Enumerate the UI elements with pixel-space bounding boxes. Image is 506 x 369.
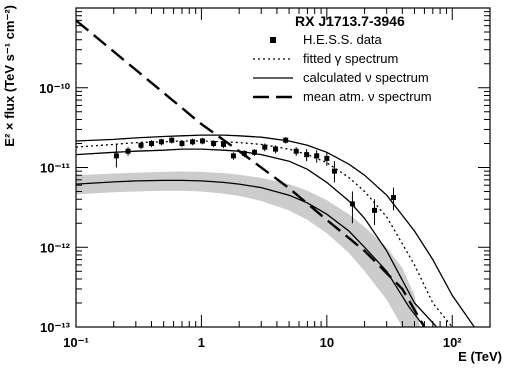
series-line <box>76 19 426 327</box>
data-point <box>190 139 196 145</box>
data-point <box>179 140 185 146</box>
x-tick-label: 10² <box>443 335 462 350</box>
legend-entry: fitted γ spectrum <box>253 51 398 66</box>
legend-label: H.E.S.S. data <box>303 32 383 47</box>
data-point <box>331 168 337 174</box>
x-tick-label: 10⁻¹ <box>63 335 89 350</box>
plot-frame <box>75 7 491 328</box>
axis-tick-labels: 10⁻¹ 1 10 10² 10⁻¹³ 10⁻¹² 10⁻¹¹ 10⁻¹⁰ <box>39 81 462 350</box>
data-point <box>283 137 289 143</box>
legend-label: fitted γ spectrum <box>303 51 398 66</box>
data-point <box>125 148 131 154</box>
data-point <box>324 155 330 161</box>
data-point <box>199 138 205 144</box>
data-point <box>241 150 247 156</box>
data-point <box>211 140 217 146</box>
x-tick-label: 10 <box>320 335 334 350</box>
data-point <box>349 201 355 207</box>
x-tick-label: 1 <box>198 335 205 350</box>
y-tick-label: 10⁻¹¹ <box>40 161 70 176</box>
x-axis-label: E (TeV) <box>458 349 502 364</box>
legend-entry: H.E.S.S. data <box>270 32 383 47</box>
uncertainty-band <box>76 171 420 327</box>
data-point <box>372 207 378 213</box>
data-point <box>251 149 257 155</box>
y-tick-label: 10⁻¹² <box>40 240 71 255</box>
series-line <box>76 179 425 327</box>
data-point <box>149 140 155 146</box>
data-point <box>169 137 175 143</box>
data-point <box>262 144 268 150</box>
data-point <box>314 153 320 159</box>
data-point <box>304 152 310 158</box>
data-point <box>230 153 236 159</box>
legend: H.E.S.S. data fitted γ spectrum calculated… <box>253 32 432 104</box>
uncertainty-band-layer <box>76 171 420 327</box>
legend-entry: calculated ν spectrum <box>253 70 429 85</box>
data-point <box>158 139 164 145</box>
data-point <box>390 195 396 201</box>
series-line <box>76 134 475 327</box>
data-point-layer <box>113 137 396 226</box>
data-point <box>220 141 226 147</box>
y-tick-label: 10⁻¹⁰ <box>39 81 71 96</box>
legend-label: calculated ν spectrum <box>303 70 429 85</box>
y-tick-label: 10⁻¹³ <box>40 320 71 335</box>
legend-label: mean atm. ν spectrum <box>303 89 432 104</box>
data-point <box>273 146 279 152</box>
series-line-layer <box>76 19 475 327</box>
data-point <box>293 148 299 154</box>
legend-entry: mean atm. ν spectrum <box>253 89 432 104</box>
data-point <box>113 153 119 159</box>
y-axis-label: E² × flux (TeV s⁻¹ cm⁻²) <box>2 5 17 147</box>
legend-symbol <box>270 37 276 43</box>
axis-ticks <box>75 7 491 328</box>
data-point <box>138 142 144 148</box>
chart-title: RX J1713.7-3946 <box>295 13 405 29</box>
series-line <box>76 148 438 327</box>
